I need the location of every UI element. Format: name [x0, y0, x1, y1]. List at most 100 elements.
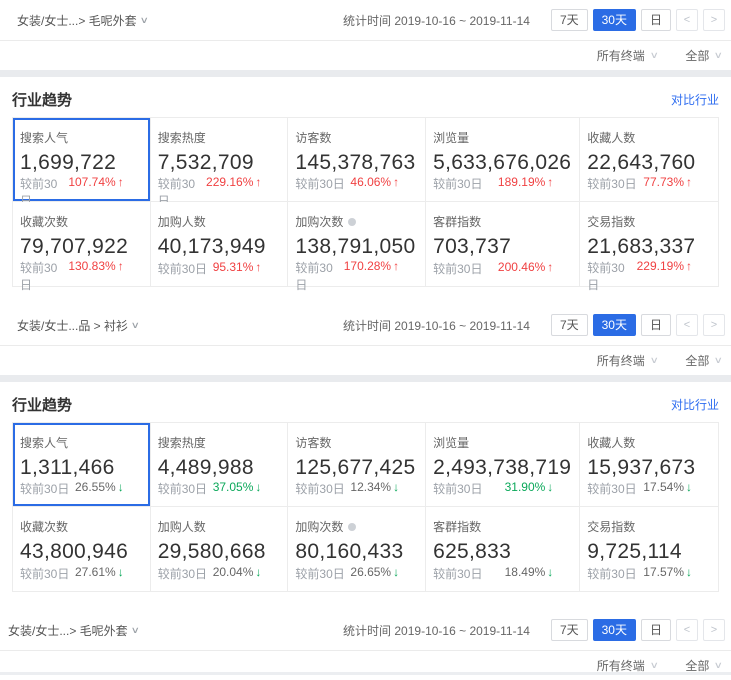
- compare-period-label: 较前30日: [587, 261, 625, 292]
- next-page-button[interactable]: >: [703, 314, 725, 336]
- date-range-group: 7天 30天日 < >: [546, 619, 725, 641]
- category-filter-dropdown[interactable]: 全部 ∨: [685, 47, 723, 64]
- breadcrumb[interactable]: 女装/女士...> 毛呢外套 ∨: [17, 12, 149, 29]
- metric-card[interactable]: 收藏次数 43,800,946 较前30日 27.61% ↓: [13, 507, 151, 591]
- change-percent: 229.19%: [636, 259, 684, 273]
- range-button-0[interactable]: 7天: [550, 314, 588, 336]
- prev-page-button[interactable]: <: [676, 314, 698, 336]
- metric-card[interactable]: 访客数 145,378,763 较前30日 46.06% ↑: [288, 118, 427, 202]
- prev-page-button[interactable]: <: [676, 9, 698, 31]
- metric-label-row: 收藏人数: [587, 129, 710, 146]
- trend-arrow-icon: ↑: [117, 175, 124, 189]
- metric-card[interactable]: 加购次数 138,791,050 较前30日 170.28% ↑: [288, 202, 427, 292]
- compare-period-label: 较前30日: [20, 567, 70, 581]
- next-page-button[interactable]: >: [703, 619, 725, 641]
- metric-card[interactable]: 加购人数 40,173,949 较前30日 95.31% ↑: [150, 202, 289, 286]
- metric-card[interactable]: 客群指数 703,737 较前30日 200.46% ↑: [426, 202, 581, 286]
- trend-arrow-icon: ↑: [117, 259, 124, 273]
- range-button-2[interactable]: 日: [640, 619, 671, 641]
- metric-label-row: 浏览量: [433, 129, 571, 146]
- metric-card[interactable]: 收藏人数 15,937,673 较前30日 17.54% ↓: [580, 423, 718, 507]
- compare-period-label: 较前30日: [157, 482, 208, 496]
- metric-card[interactable]: 交易指数 21,683,337 较前30日 229.19% ↑: [580, 202, 718, 292]
- change-group: 170.28% ↑: [344, 259, 399, 293]
- breadcrumb[interactable]: 女装/女士...> 毛呢外套 ∨: [8, 622, 140, 639]
- compare-industry-link[interactable]: 对比行业: [670, 92, 719, 107]
- toolbar-right: 统计时间 2019-10-16 ~ 2019-11-14 7天 30天日 < >: [343, 314, 725, 336]
- metric-card[interactable]: 浏览量 5,633,676,026 较前30日 189.19% ↑: [426, 118, 581, 202]
- metric-label: 浏览量: [433, 131, 470, 145]
- terminal-filter-dropdown[interactable]: 所有终端 ∨: [597, 47, 659, 64]
- info-icon[interactable]: [348, 522, 357, 531]
- range-button-2[interactable]: 日: [640, 9, 671, 31]
- filter-row: 所有终端 ∨ 全部 ∨: [0, 346, 731, 375]
- compare-period-label: 较前30日: [587, 177, 637, 191]
- metric-card[interactable]: 搜索热度 4,489,988 较前30日 37.05% ↓: [150, 423, 289, 507]
- change-group: 17.54% ↓: [643, 480, 692, 497]
- trend-arrow-icon: ↓: [393, 480, 400, 494]
- metric-label-row: 搜索人气: [20, 129, 142, 146]
- change-group: 229.16% ↑: [206, 175, 261, 209]
- change-group: 229.19% ↑: [637, 259, 692, 293]
- metric-card[interactable]: 搜索人气 1,311,466 较前30日 26.55% ↓: [13, 423, 151, 507]
- trend-arrow-icon: ↑: [393, 175, 400, 189]
- change-percent: 31.90%: [504, 480, 546, 494]
- category-trend-module: 女装/女士...> 毛呢外套 ∨ 统计时间 2019-10-16 ~ 2019-…: [0, 610, 731, 680]
- change-percent: 12.34%: [350, 480, 392, 494]
- compare-period-label: 较前30日: [295, 482, 345, 496]
- next-page-button[interactable]: >: [703, 9, 725, 31]
- range-button-0[interactable]: 7天: [550, 9, 588, 31]
- metric-card[interactable]: 交易指数 9,725,114 较前30日 17.57% ↓: [580, 507, 718, 591]
- metric-card[interactable]: 浏览量 2,493,738,719 较前30日 31.90% ↓: [426, 423, 581, 507]
- metric-label: 访客数: [295, 131, 332, 145]
- metric-value: 40,173,949: [157, 235, 266, 258]
- terminal-filter-dropdown[interactable]: 所有终端 ∨: [597, 657, 659, 674]
- metric-change-row: 较前30日 26.55% ↓: [20, 480, 142, 497]
- metric-card[interactable]: 收藏次数 79,707,922 较前30日 130.83% ↑: [13, 202, 151, 292]
- range-button-1[interactable]: 30天: [592, 9, 636, 31]
- range-button-2[interactable]: 日: [640, 314, 671, 336]
- metric-label-row: 交易指数: [587, 213, 710, 230]
- terminal-filter-dropdown[interactable]: 所有终端 ∨: [597, 352, 659, 369]
- metric-label-row: 客群指数: [433, 518, 571, 535]
- range-button-0[interactable]: 7天: [550, 619, 588, 641]
- compare-industry-link[interactable]: 对比行业: [670, 397, 719, 412]
- metric-label: 搜索热度: [157, 131, 206, 145]
- range-button-1[interactable]: 30天: [592, 314, 636, 336]
- metric-card[interactable]: 加购人数 29,580,668 较前30日 20.04% ↓: [150, 507, 289, 591]
- metric-label: 收藏人数: [587, 131, 636, 145]
- metric-change-row: 较前30日 18.49% ↓: [433, 565, 571, 582]
- metric-change-row: 较前30日 95.31% ↑: [158, 260, 280, 277]
- change-group: 77.73% ↑: [643, 175, 692, 192]
- category-filter-dropdown[interactable]: 全部 ∨: [685, 352, 724, 369]
- trend-arrow-icon: ↑: [393, 259, 400, 273]
- prev-page-button[interactable]: <: [676, 619, 698, 641]
- metric-value: 1,699,722: [20, 151, 117, 174]
- metric-change-row: 较前30日 37.05% ↓: [158, 480, 280, 497]
- metric-card[interactable]: 客群指数 625,833 较前30日 18.49% ↓: [426, 507, 581, 591]
- change-group: 189.19% ↑: [498, 175, 553, 192]
- compare-period-label: 较前30日: [433, 482, 483, 496]
- metric-card[interactable]: 访客数 125,677,425 较前30日 12.34% ↓: [288, 423, 427, 507]
- metric-value: 2,493,738,719: [433, 456, 572, 479]
- category-filter-dropdown[interactable]: 全部 ∨: [685, 657, 723, 674]
- metric-card[interactable]: 搜索人气 1,699,722 较前30日 107.74% ↑: [13, 118, 151, 208]
- metric-label-row: 浏览量: [433, 434, 571, 451]
- change-group: 37.05% ↓: [213, 480, 262, 497]
- range-button-1[interactable]: 30天: [592, 619, 636, 641]
- metric-card[interactable]: 加购次数 80,160,433 较前30日 26.65% ↓: [288, 507, 427, 591]
- metric-card[interactable]: 收藏人数 22,643,760 较前30日 77.73% ↑: [580, 118, 718, 202]
- toolbar-right: 统计时间 2019-10-16 ~ 2019-11-14 7天 30天日 < >: [343, 9, 725, 31]
- breadcrumb[interactable]: 女装/女士...品 > 衬衫 ∨: [17, 317, 140, 334]
- change-percent: 37.05%: [212, 480, 254, 494]
- info-icon[interactable]: [348, 217, 357, 226]
- metric-card[interactable]: 搜索热度 7,532,709 较前30日 229.16% ↑: [150, 118, 289, 208]
- panel-title: 行业趋势: [12, 396, 73, 414]
- metric-value: 703,737: [433, 235, 512, 258]
- chevron-down-icon: ∨: [714, 355, 724, 365]
- metric-value: 80,160,433: [295, 540, 404, 563]
- change-group: 26.65% ↓: [350, 565, 399, 582]
- metric-label-row: 收藏人数: [587, 434, 710, 451]
- metric-label: 搜索热度: [157, 436, 206, 450]
